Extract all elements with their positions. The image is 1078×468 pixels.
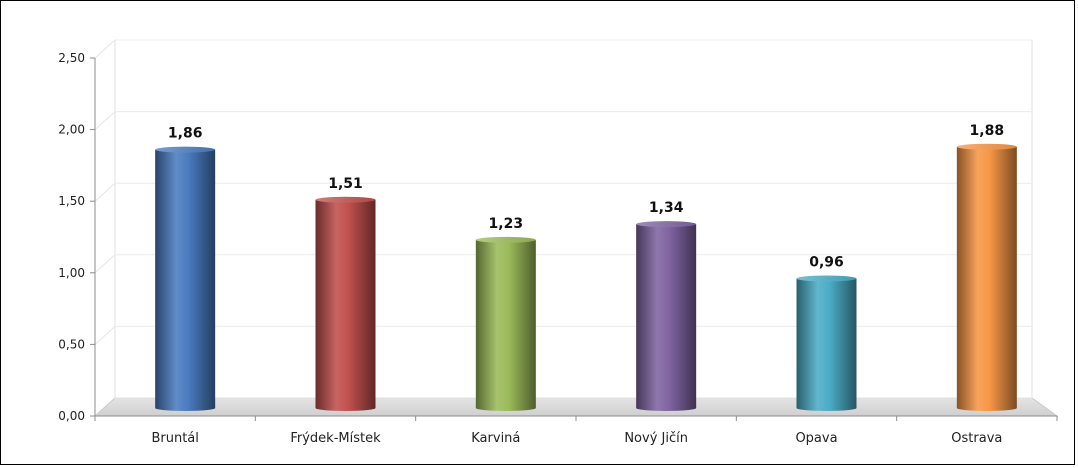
- bar-base: [315, 405, 376, 411]
- bar-body: [155, 149, 216, 408]
- data-label: 1,51: [328, 176, 363, 192]
- data-label: 1,88: [970, 123, 1005, 139]
- gridline: [94, 182, 116, 202]
- bar-base: [796, 405, 857, 411]
- category-label: Frýdek-Místek: [290, 431, 381, 446]
- y-tick-label: 0,50: [58, 337, 85, 351]
- bar-base: [636, 405, 697, 411]
- category-labels: Bruntál Frýdek-Místek Karviná Nový Jičín Opa…: [94, 416, 1058, 446]
- bars: [155, 143, 1017, 411]
- bar-frýdek-místek: [315, 196, 376, 411]
- category-label: Ostrava: [951, 431, 1002, 446]
- bar-nový-jičín: [636, 221, 697, 411]
- gridline: [94, 39, 116, 59]
- data-label: 1,86: [168, 126, 203, 142]
- back-wall: [114, 39, 1033, 399]
- category-label: Opava: [795, 431, 837, 446]
- bar-base: [956, 405, 1017, 411]
- category-label: Karviná: [471, 431, 520, 446]
- bar-ostrava: [956, 143, 1017, 411]
- bar-body: [956, 146, 1017, 408]
- bar-body: [475, 239, 536, 408]
- chart-floor: [93, 397, 1059, 417]
- gridline: [94, 254, 116, 274]
- y-tick-label: 1,00: [58, 266, 85, 280]
- data-label: 1,34: [649, 200, 684, 216]
- y-tick-labels: 0,00 0,50 1,00 1,50 2,00 2,50: [58, 51, 95, 423]
- category-label: Nový Jičín: [624, 431, 688, 446]
- bar-top: [475, 236, 536, 243]
- y-tick-label: 1,50: [58, 194, 85, 208]
- bar-bruntál: [155, 146, 216, 411]
- bar-top: [956, 143, 1017, 150]
- gridlines: [94, 39, 1032, 345]
- bar-body: [315, 199, 376, 408]
- category-label: Bruntál: [151, 431, 198, 446]
- bar-opava: [796, 275, 857, 411]
- bar-karviná: [475, 236, 536, 411]
- bar-body: [636, 224, 697, 408]
- y-tick-label: 2,50: [58, 51, 85, 65]
- bar-body: [796, 278, 857, 408]
- bar-base: [155, 405, 216, 411]
- data-labels: 1,86 1,51 1,23 1,34 0,96 1,88: [168, 123, 1004, 271]
- bar-top: [315, 196, 376, 203]
- gridline: [94, 111, 116, 130]
- y-tick-label: 2,00: [58, 123, 85, 137]
- bar-base: [475, 405, 536, 411]
- bar-top: [636, 221, 697, 228]
- data-label: 1,23: [489, 216, 524, 232]
- data-label: 0,96: [809, 255, 844, 271]
- gridline: [94, 326, 116, 345]
- chart-walls: [93, 39, 1059, 417]
- bar-top: [796, 275, 857, 282]
- y-tick-label: 0,00: [58, 409, 85, 423]
- bar-top: [155, 146, 216, 153]
